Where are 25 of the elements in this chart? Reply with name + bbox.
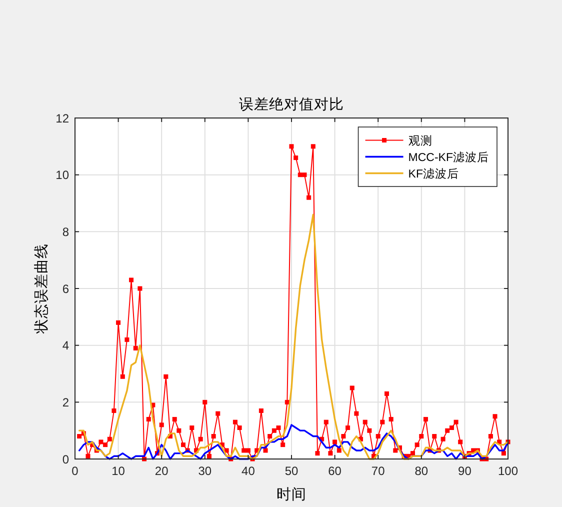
y-tick-label: 8 xyxy=(62,224,70,239)
legend-label: 观测 xyxy=(408,134,432,148)
y-tick-label: 12 xyxy=(56,111,70,126)
y-tick-label: 10 xyxy=(56,168,70,182)
x-tick-label: 10 xyxy=(112,464,126,478)
x-tick-label: 40 xyxy=(242,464,256,478)
y-tick-label: 0 xyxy=(62,452,70,466)
x-tick-label: 30 xyxy=(198,464,212,478)
y-tick-label: 4 xyxy=(62,338,70,353)
x-axis-title: 时间 xyxy=(276,486,306,503)
x-tick-label: 70 xyxy=(371,464,386,478)
legend-label: MCC-KF滤波后 xyxy=(408,150,489,164)
y-tick-label: 6 xyxy=(62,282,70,296)
x-tick-label: 50 xyxy=(284,464,298,478)
chart-title: 误差绝对值对比 xyxy=(239,96,344,113)
legend-label: KF滤波后 xyxy=(408,167,459,180)
chart: 0 10 20 30 40 50 60 70 80 90 100 0 2 4 6 8 10 12 误差绝对值对比 时间 状态误差曲线 观测 MCC-KF滤波后 KF滤波后 xyxy=(34,97,518,503)
x-tick-label: 20 xyxy=(154,464,169,478)
x-tick-label: 100 xyxy=(498,464,518,478)
x-tick-label: 80 xyxy=(414,464,428,478)
x-tick-label: 60 xyxy=(328,464,342,478)
y-axis-title: 状态误差曲线 xyxy=(33,244,50,334)
x-tick-label: 0 xyxy=(72,464,79,478)
x-tick-label: 90 xyxy=(458,464,472,478)
y-tick-label: 2 xyxy=(62,395,70,410)
